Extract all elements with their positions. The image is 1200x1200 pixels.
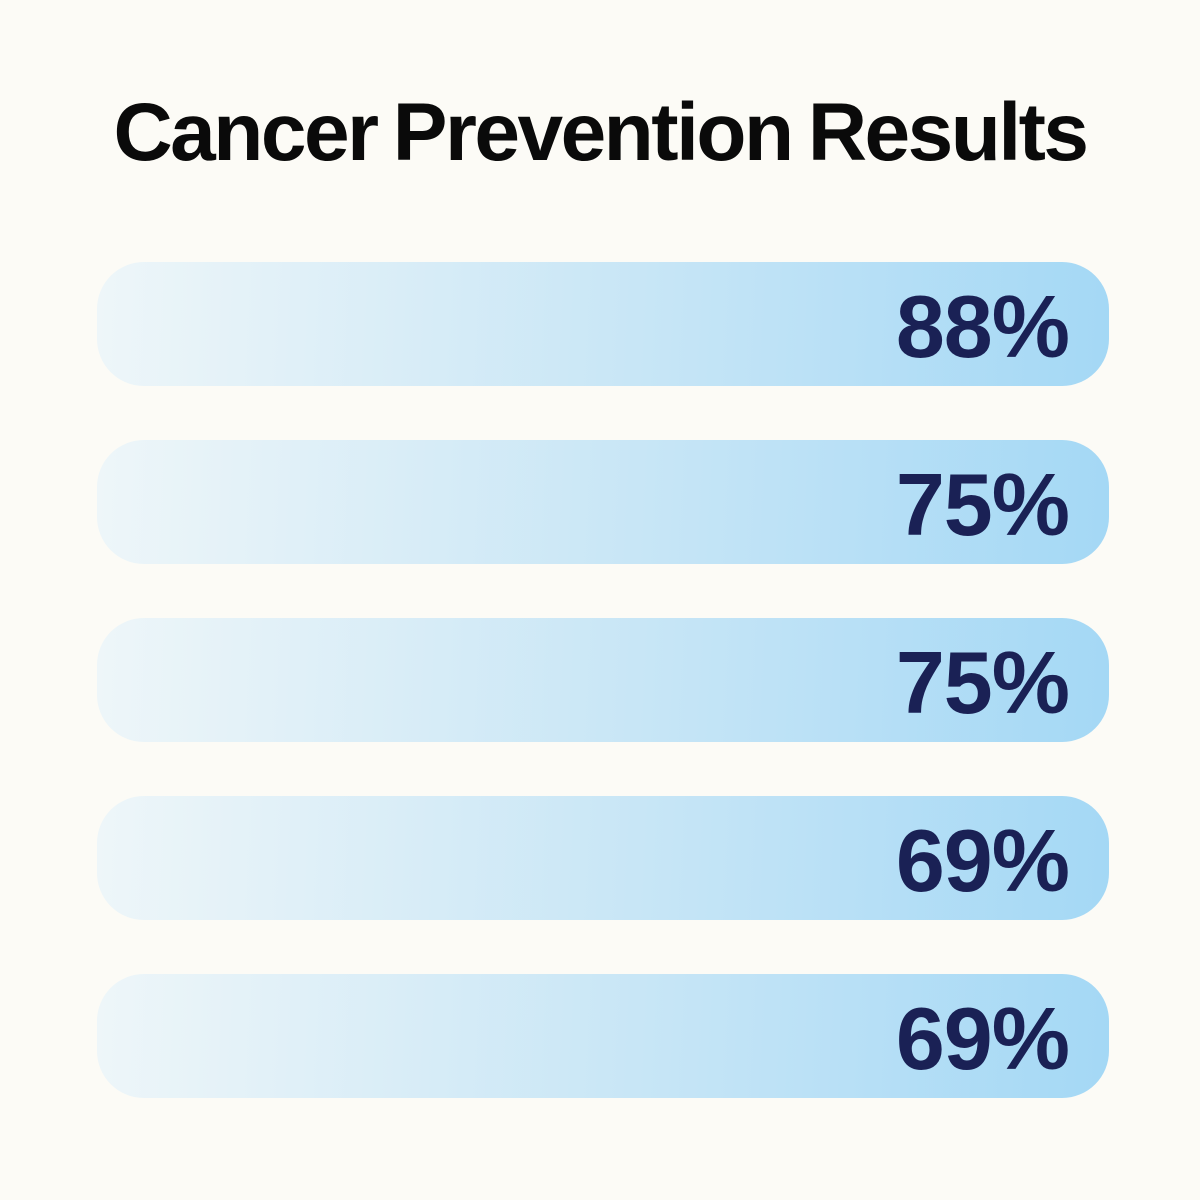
bar-value-label: 69% (895, 811, 1070, 910)
chart-title: Cancer Prevention Results (113, 87, 1089, 178)
bar-value-label: 75% (895, 455, 1070, 554)
bar-value-label: 88% (895, 277, 1070, 376)
bar-value-label: 75% (895, 633, 1070, 732)
bar-row-4: 69% (97, 796, 1109, 920)
bar-value-label: 69% (895, 989, 1070, 1088)
bar-row-5: 69% (97, 974, 1109, 1098)
bar-chart: 88% 75% 75% 69% 69% (97, 262, 1109, 1098)
bar-row-3: 75% (97, 618, 1109, 742)
bar-row-2: 75% (97, 440, 1109, 564)
bar-row-1: 88% (97, 262, 1109, 386)
